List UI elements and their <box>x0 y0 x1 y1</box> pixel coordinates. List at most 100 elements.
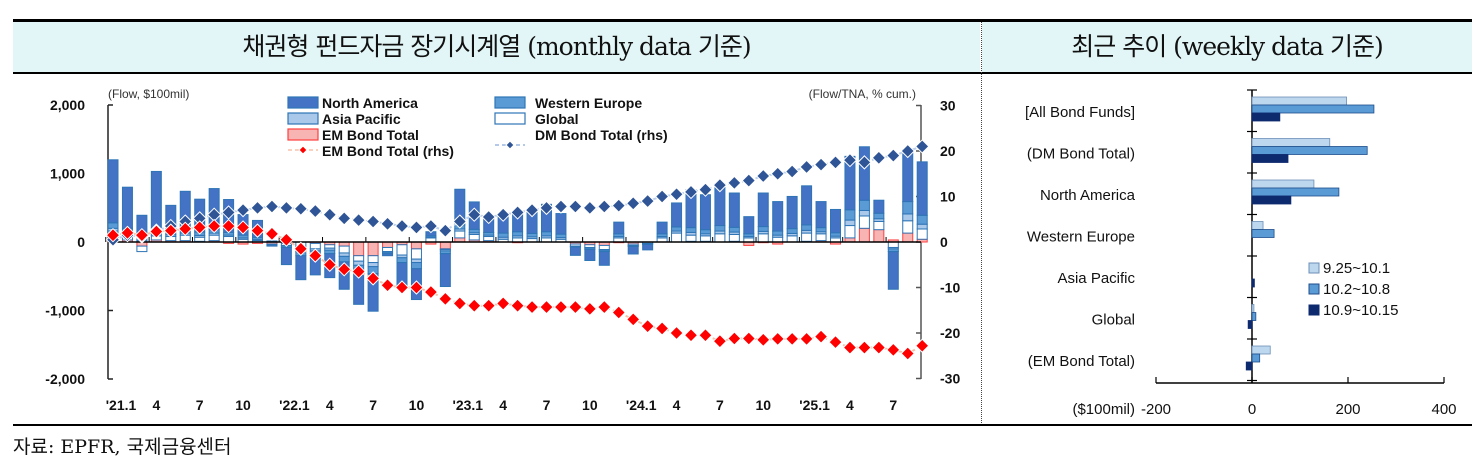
em-bond-total-marker <box>784 331 800 347</box>
right-y-tick-label: -20 <box>940 325 960 341</box>
left-y-tick-label: 1,000 <box>50 166 85 182</box>
right-chart-bar-2 <box>1251 229 1275 238</box>
em-bond-total-marker <box>293 241 309 257</box>
x-tick-label: 4 <box>499 397 507 413</box>
em-bond-total-marker <box>756 332 771 348</box>
em-bond-total-line <box>112 225 923 355</box>
em-bond-total-marker <box>524 299 540 315</box>
legend-swatch-dm-line-marker <box>505 140 515 150</box>
x-tick-label: 7 <box>196 397 204 413</box>
bar-north-america <box>642 243 654 251</box>
right-chart-category-label: [All Bond Funds] <box>1025 104 1135 121</box>
bar-asia-pacific <box>410 258 422 264</box>
em-bond-total-marker <box>423 284 439 300</box>
dm-bond-total-marker <box>481 209 496 225</box>
dm-bond-total-marker <box>308 203 323 219</box>
bar-global <box>786 235 798 243</box>
bar-global <box>338 245 350 254</box>
right-panel-header: 최근 추이 (weekly data 기준) <box>982 22 1472 72</box>
left-panel-title: 채권형 펀드자금 장기시계열 (monthly data 기준) <box>242 32 751 61</box>
bar-western-europe <box>468 228 480 234</box>
bar-asia-pacific <box>858 209 870 217</box>
right-chart-bar-3 <box>1251 278 1255 288</box>
dm-bond-total-marker <box>380 216 395 232</box>
dm-bond-total-marker <box>611 198 626 213</box>
em-bond-total-marker <box>394 280 410 295</box>
bar-western-europe <box>324 249 336 255</box>
dm-bond-total-marker <box>553 199 569 214</box>
right-chart-category-label: (EM Bond Total) <box>1028 353 1135 370</box>
bar-global <box>353 255 365 262</box>
right-chart-bar-2 <box>1251 146 1368 155</box>
em-bond-total-marker <box>842 340 858 355</box>
bar-north-america <box>772 201 784 232</box>
right-chart-bar-1 <box>1251 345 1271 355</box>
bar-western-europe <box>830 232 841 237</box>
bar-western-europe <box>512 231 524 237</box>
em-bond-total-marker <box>539 299 554 315</box>
bar-global <box>396 244 408 256</box>
left-panel-header: 채권형 펀드자금 장기시계열 (monthly data 기준) <box>13 22 980 72</box>
bar-western-europe <box>873 212 885 220</box>
bar-global <box>902 220 914 234</box>
bar-western-europe <box>497 232 509 238</box>
right-chart-category-label: Asia Pacific <box>1057 270 1135 287</box>
dm-bond-total-marker <box>394 218 410 234</box>
dm-bond-total-marker <box>582 200 598 216</box>
right-chart-bar-3 <box>1247 320 1253 329</box>
bar-western-europe <box>786 228 798 234</box>
bar-western-europe <box>107 222 119 229</box>
bar-north-america <box>555 213 567 235</box>
dm-bond-total-marker <box>250 200 265 216</box>
right-chart-bar-1 <box>1251 304 1255 313</box>
em-bond-total-marker <box>625 312 641 327</box>
bar-western-europe <box>728 226 740 233</box>
dm-bond-total-marker <box>799 159 814 175</box>
dm-bond-total-marker <box>842 152 858 168</box>
bar-north-america <box>786 195 798 230</box>
source-note: 자료: EPFR, 국제금융센터 <box>13 436 232 458</box>
em-bond-total-marker <box>178 221 193 237</box>
right-y-tick-label: 0 <box>940 234 948 250</box>
em-bond-total-marker <box>582 301 598 317</box>
bar-north-america <box>699 194 711 231</box>
bar-global <box>699 235 711 242</box>
bar-asia-pacific <box>902 213 914 222</box>
dm-bond-total-marker <box>539 200 554 216</box>
right-chart-value-tick-label: 400 <box>1431 401 1456 418</box>
legend-swatch-western-europe <box>494 96 526 109</box>
bar-global <box>208 234 220 242</box>
bar-global <box>223 236 235 243</box>
x-tick-label: '23.1 <box>453 397 484 413</box>
dm-bond-total-marker <box>351 212 366 228</box>
em-bond-total-marker <box>741 331 757 346</box>
right-chart-bar-2 <box>1251 104 1375 114</box>
em-bond-total-marker <box>279 232 294 247</box>
x-tick-label: '22.1 <box>279 397 310 413</box>
bar-global <box>410 248 422 260</box>
dm-bond-total-marker <box>510 205 525 220</box>
dm-bond-total-marker <box>784 164 800 179</box>
right-chart-bar-1 <box>1251 138 1331 147</box>
em-bond-total-marker <box>149 224 164 239</box>
right-chart-value-tick-label: -200 <box>1141 401 1171 418</box>
em-bond-total-marker <box>134 227 150 243</box>
bar-global <box>714 233 726 243</box>
dm-bond-total-marker <box>698 182 713 197</box>
bar-global <box>685 234 697 242</box>
dm-bond-total-marker <box>495 207 511 222</box>
legend-swatch-north-america <box>287 96 319 109</box>
bar-north-america <box>584 249 596 261</box>
bottom-rule <box>13 424 1472 426</box>
x-tick-label: 4 <box>152 397 160 413</box>
bar-north-america <box>743 216 755 235</box>
left-y-tick-label: 0 <box>77 234 85 250</box>
bar-em-bond <box>382 241 394 248</box>
x-tick-label: 4 <box>326 397 334 413</box>
dm-bond-total-marker <box>409 220 424 235</box>
left-y-tick-label: -1,000 <box>45 303 85 319</box>
bar-north-america <box>121 186 133 229</box>
right-chart-value-tick-label: 0 <box>1248 401 1256 418</box>
em-bond-total-marker <box>409 280 424 295</box>
left-axis-unit: (Flow, $100mil) <box>108 87 189 101</box>
